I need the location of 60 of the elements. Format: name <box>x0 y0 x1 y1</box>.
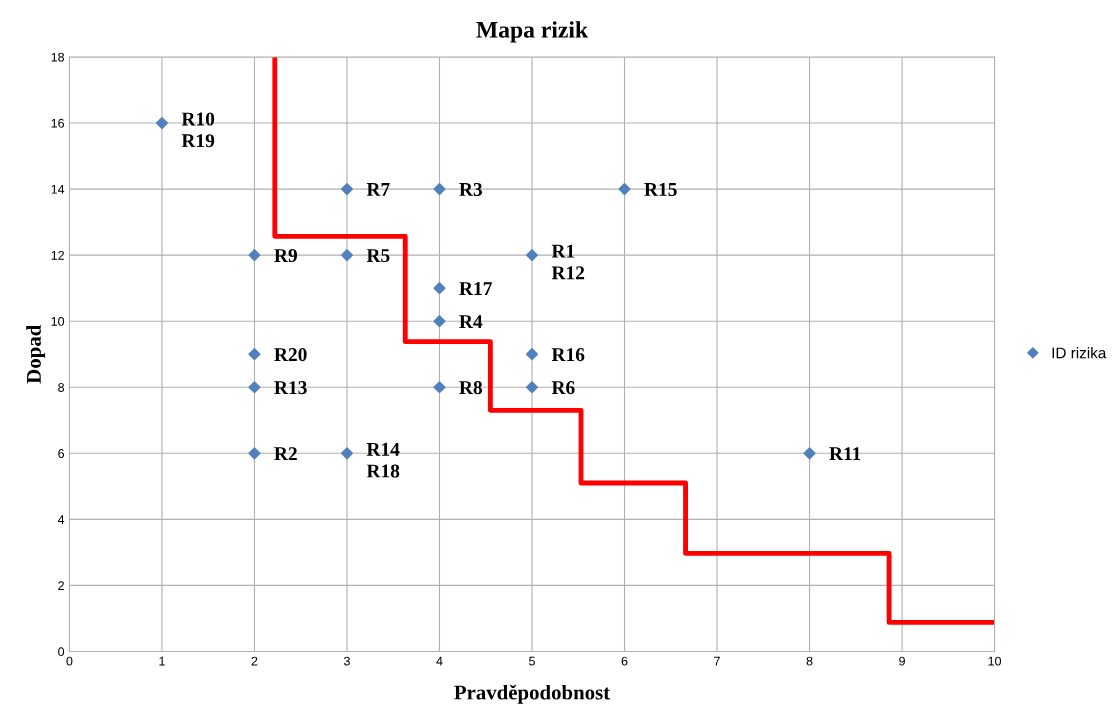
point <box>340 447 354 460</box>
point <box>433 282 446 295</box>
legend-label: ID rizika <box>1052 347 1107 359</box>
point <box>433 315 446 328</box>
annotation: R17 <box>459 282 492 295</box>
annotation: R1 R12 <box>551 244 585 280</box>
x-tick-label: 2 <box>251 656 258 666</box>
y-tick-label: 0 <box>58 647 65 657</box>
y-tick-label: 16 <box>51 118 65 128</box>
point <box>803 447 816 460</box>
annotation: R11 <box>829 447 861 461</box>
x-tick-label: 1 <box>159 656 165 666</box>
point <box>525 348 539 361</box>
x-tick-label: 5 <box>529 656 535 666</box>
point <box>525 381 539 394</box>
x-tick-label: 10 <box>988 656 1002 666</box>
annotation: R6 <box>551 381 575 395</box>
x-tick-label: 3 <box>343 656 350 666</box>
y-tick-label: 4 <box>57 515 65 524</box>
x-tick-label: 8 <box>806 656 813 666</box>
point <box>525 249 539 262</box>
x-tick-label: 7 <box>714 656 720 666</box>
x-tick-label: 6 <box>621 656 628 666</box>
x-axis-title: Pravděpodobnost <box>454 684 611 704</box>
annotation: R20 <box>274 348 307 362</box>
y-axis-title: Dopad <box>26 324 46 384</box>
point <box>618 183 631 196</box>
point <box>433 183 446 196</box>
point <box>248 348 261 361</box>
point <box>340 183 354 196</box>
annotation: R7 <box>366 183 390 196</box>
annotation: R4 <box>459 315 483 328</box>
annotation: R13 <box>274 381 307 395</box>
point <box>340 249 354 262</box>
point <box>248 249 261 262</box>
line-series <box>272 56 995 625</box>
point <box>248 381 261 394</box>
annotation: R9 <box>274 249 297 263</box>
x-tick-label: 0 <box>66 656 73 666</box>
y-tick-label: 14 <box>51 185 65 194</box>
annotation: R3 <box>459 182 483 197</box>
annotation: R10 R19 <box>181 112 215 148</box>
y-tick-label: 10 <box>51 316 65 326</box>
y-tick-label: 18 <box>51 52 65 62</box>
point <box>155 116 169 130</box>
y-tick-label: 8 <box>58 383 65 392</box>
point <box>433 381 446 394</box>
annotation: R2 <box>274 447 297 461</box>
y-tick-label: 2 <box>58 581 64 590</box>
x-tick-label: 9 <box>899 656 905 666</box>
chart-title: Mapa rizik <box>476 21 589 43</box>
annotation: R8 <box>459 381 483 395</box>
annotation: R16 <box>551 348 585 362</box>
y-tick-label: 12 <box>51 250 64 260</box>
annotation: R15 <box>644 182 677 197</box>
annotation: R5 <box>366 249 390 263</box>
x-tick-label: 4 <box>436 656 443 666</box>
point <box>248 447 261 460</box>
y-tick-label: 6 <box>58 449 65 458</box>
annotation: R14 R18 <box>366 442 400 478</box>
